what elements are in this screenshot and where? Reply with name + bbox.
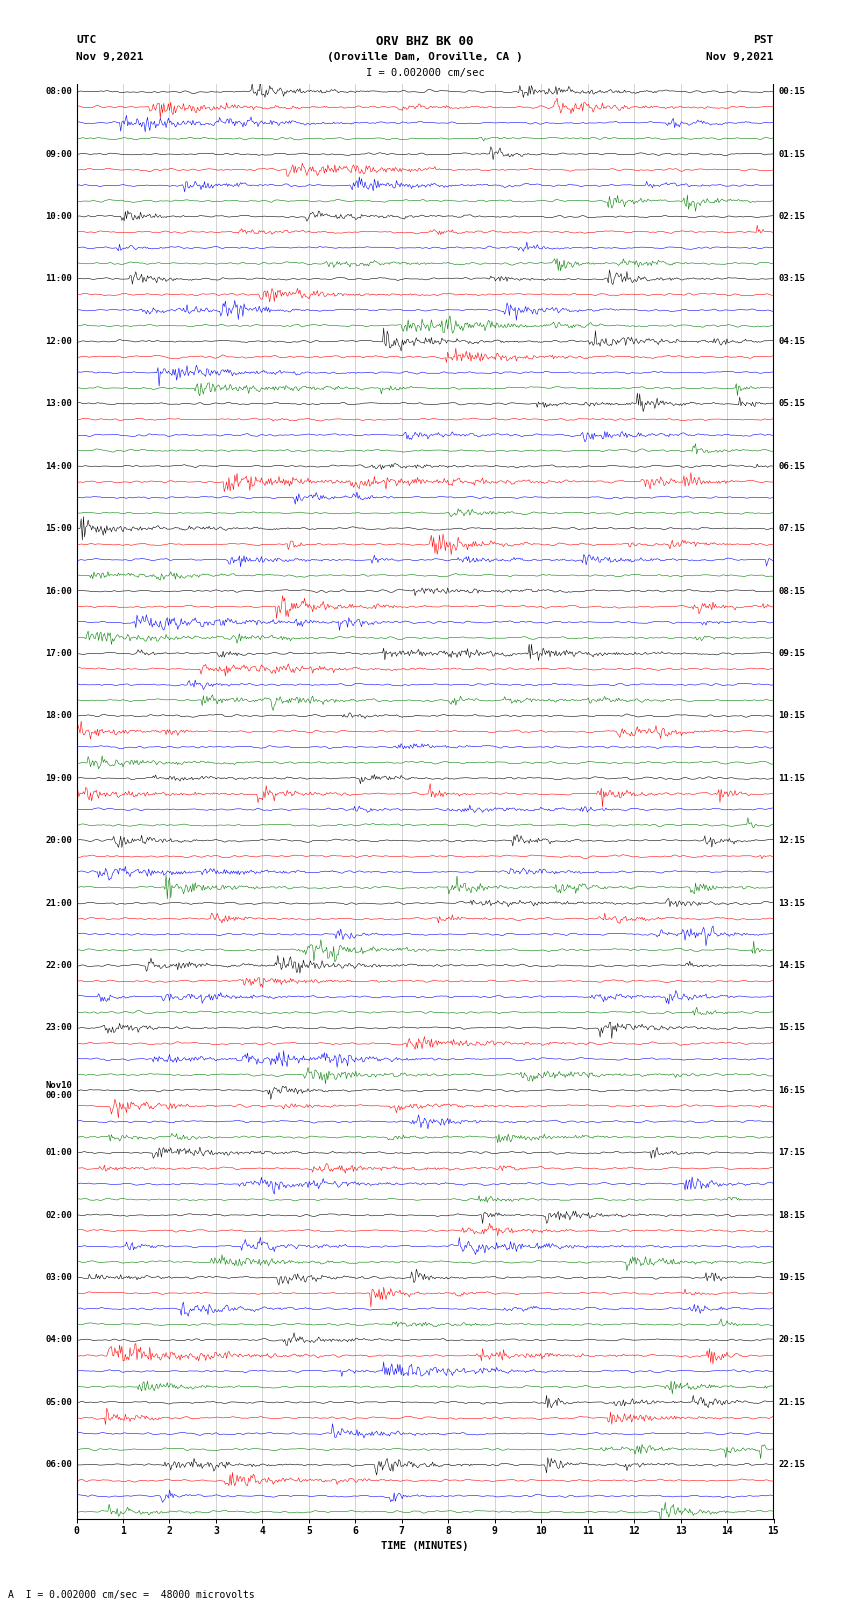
Text: Nov 9,2021: Nov 9,2021 [706, 52, 774, 61]
Text: PST: PST [753, 35, 774, 45]
X-axis label: TIME (MINUTES): TIME (MINUTES) [382, 1540, 468, 1550]
Text: I = 0.002000 cm/sec: I = 0.002000 cm/sec [366, 68, 484, 77]
Text: (Oroville Dam, Oroville, CA ): (Oroville Dam, Oroville, CA ) [327, 52, 523, 61]
Text: ORV BHZ BK 00: ORV BHZ BK 00 [377, 35, 473, 48]
Text: UTC: UTC [76, 35, 97, 45]
Text: A  I = 0.002000 cm/sec =  48000 microvolts: A I = 0.002000 cm/sec = 48000 microvolts [8, 1590, 255, 1600]
Text: Nov 9,2021: Nov 9,2021 [76, 52, 144, 61]
